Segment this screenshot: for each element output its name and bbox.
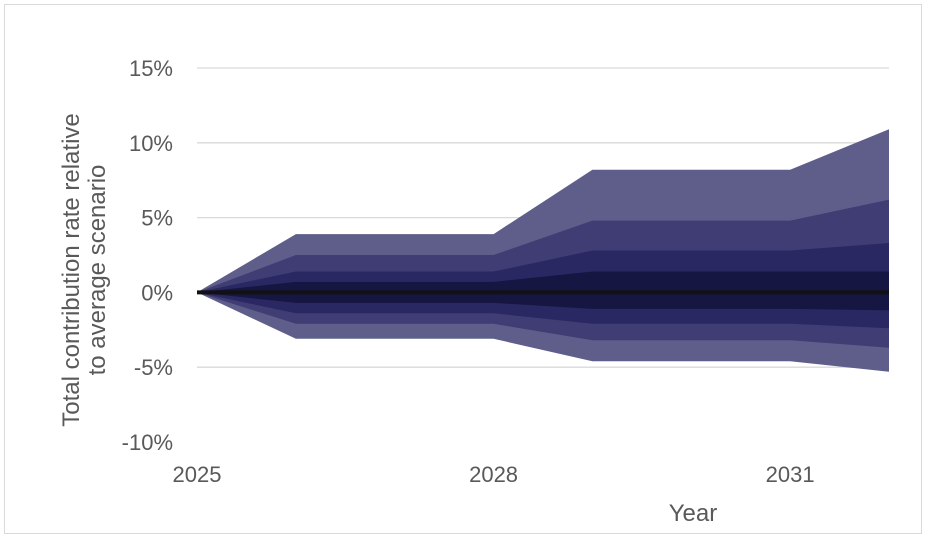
x-tick-label: 2028 [469, 462, 518, 487]
y-tick-label: 15% [129, 56, 173, 81]
y-axis-title-line: to average scenario [84, 165, 111, 376]
y-tick-label: 5% [141, 206, 173, 231]
y-tick-label: 0% [141, 280, 173, 305]
y-tick-label: -10% [122, 430, 173, 455]
chart-frame [4, 4, 922, 534]
y-axis-title: Total contribution rate relativeto avera… [58, 113, 111, 427]
x-tick-label: 2025 [173, 462, 222, 487]
x-axis-title: Year [669, 500, 718, 527]
y-tick-label: -5% [134, 355, 173, 380]
y-tick-labels: -10% -5% 0% 5% 10% 15% [122, 56, 173, 455]
x-tick-labels: 2025 2028 2031 [173, 462, 815, 487]
x-tick-label: 2031 [766, 462, 815, 487]
y-tick-label: 10% [129, 131, 173, 156]
percentile-bands [197, 129, 889, 372]
y-axis-title-line: Total contribution rate relative [58, 113, 85, 427]
